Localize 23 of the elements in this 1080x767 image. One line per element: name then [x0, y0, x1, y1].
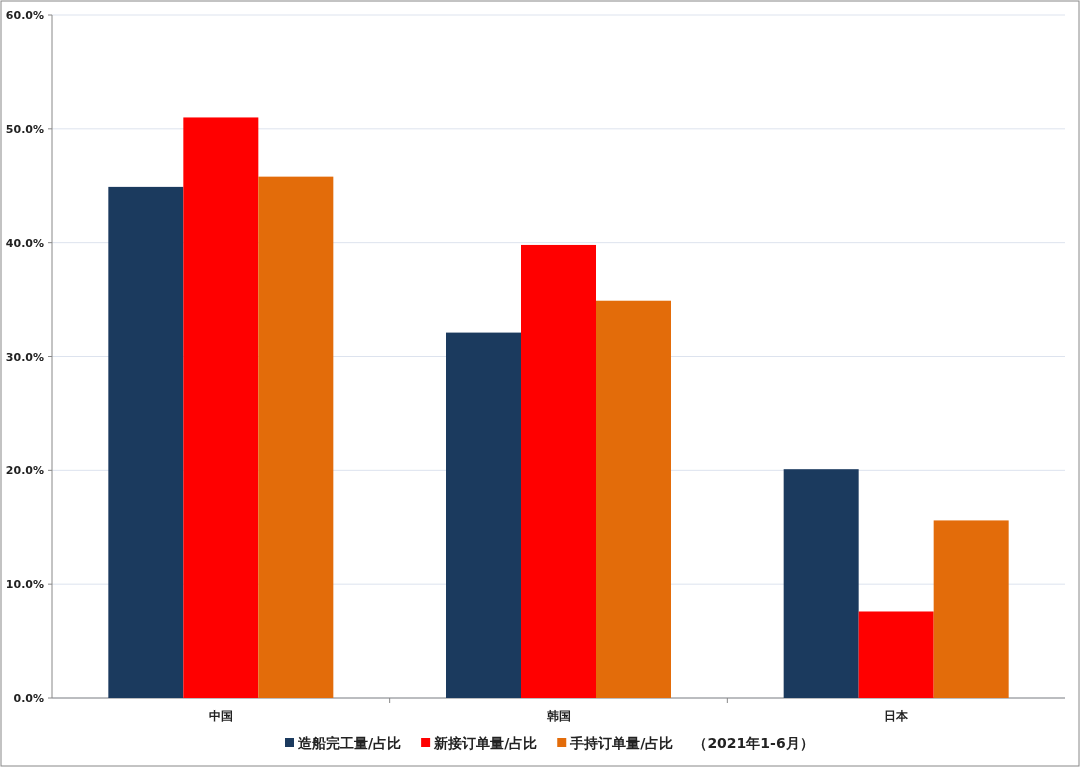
- bar: [521, 244, 596, 698]
- legend-label: 新接订单量/占比: [433, 735, 538, 751]
- y-tick-label: 30.0%: [5, 350, 44, 364]
- bar: [108, 186, 184, 698]
- bar: [858, 611, 934, 698]
- y-tick-label: 0.0%: [13, 692, 44, 705]
- x-tick-label: 日本: [884, 709, 910, 723]
- bar: [783, 469, 859, 698]
- x-tick-label: 中国: [208, 709, 233, 723]
- legend-label: 手持订单量/占比: [569, 735, 674, 751]
- bar: [258, 176, 334, 698]
- legend-label: 造船完工量/占比: [297, 735, 402, 751]
- bar: [596, 300, 671, 698]
- bar: [933, 520, 1009, 698]
- y-tick-label: 50.0%: [5, 122, 44, 136]
- x-tick-label: 韩国: [545, 709, 571, 723]
- text: （2021年1-6月）: [693, 735, 814, 751]
- y-tick-label: 20.0%: [5, 464, 44, 478]
- y-tick-label: 40.0%: [5, 236, 44, 250]
- bar: [183, 117, 259, 698]
- bar: [446, 332, 521, 698]
- y-tick-label: 10.0%: [5, 578, 44, 592]
- y-tick-label: 60.0%: [5, 9, 44, 22]
